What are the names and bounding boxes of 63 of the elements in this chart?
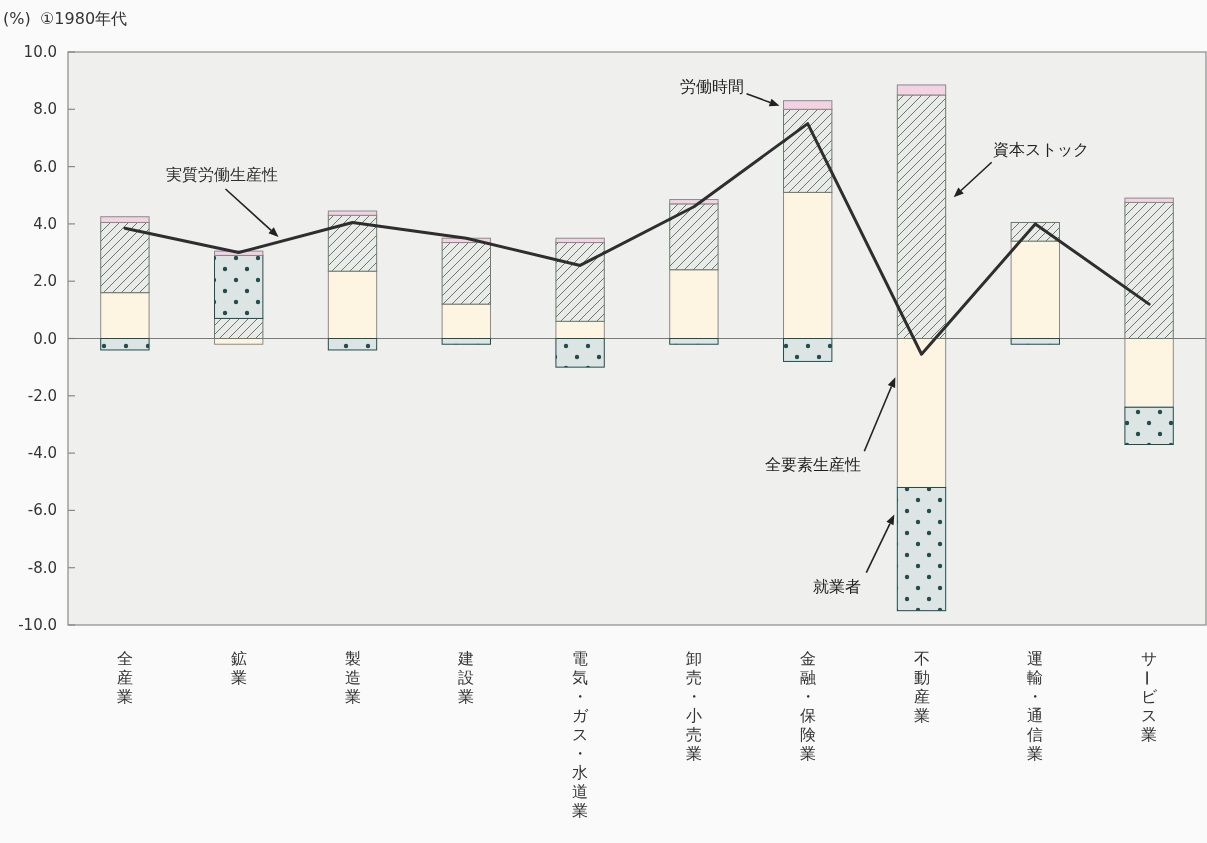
bar bbox=[214, 254, 264, 319]
bar bbox=[555, 338, 605, 368]
y-tick-label: -10.0 bbox=[18, 616, 57, 634]
text: 全要素生産性 bbox=[765, 454, 862, 474]
y-tick-label: -8.0 bbox=[27, 558, 57, 577]
x-tick-label: 建設業 bbox=[457, 649, 475, 707]
y-tick-label: 2.0 bbox=[33, 272, 57, 291]
bar bbox=[783, 191, 833, 339]
bar bbox=[555, 237, 605, 244]
x-tick-label: 鉱業 bbox=[230, 649, 247, 688]
bar bbox=[669, 338, 719, 345]
y-tick-label: -2.0 bbox=[27, 386, 57, 405]
bar bbox=[327, 214, 378, 272]
bar bbox=[100, 292, 150, 339]
bar bbox=[441, 242, 491, 305]
bar bbox=[1010, 240, 1060, 339]
x-tick-label: 卸売・小売業 bbox=[685, 649, 702, 764]
y-tick-label: 10.0 bbox=[23, 43, 57, 61]
x-tick-label: 運輸・通信業 bbox=[1027, 649, 1044, 764]
x-tick-label: 製造業 bbox=[344, 649, 361, 707]
y-axis-title: (%) bbox=[3, 9, 31, 28]
bar bbox=[896, 338, 947, 488]
bar bbox=[1010, 338, 1060, 345]
x-tick-label: 全産業 bbox=[116, 649, 133, 707]
x-tick-label: 不動産業 bbox=[913, 649, 930, 726]
bar bbox=[100, 216, 150, 223]
bar bbox=[555, 242, 605, 322]
bar bbox=[327, 270, 378, 339]
bar bbox=[669, 269, 719, 339]
line-series bbox=[123, 122, 1151, 356]
y-tick-label: 0.0 bbox=[33, 329, 57, 348]
category-label: 電気・ガス・水道業 bbox=[572, 649, 589, 821]
bar bbox=[214, 317, 264, 339]
y-tick-label: 6.0 bbox=[33, 157, 57, 176]
bar bbox=[327, 338, 378, 351]
bar bbox=[100, 221, 150, 294]
y-tick-label: 4.0 bbox=[33, 214, 57, 233]
x-tick-label: サービス業 bbox=[1137, 649, 1159, 745]
bar bbox=[441, 338, 491, 345]
y-tick-label: -4.0 bbox=[27, 444, 57, 463]
text: 実質労働生産性 bbox=[165, 164, 278, 184]
bar bbox=[783, 100, 833, 110]
bar bbox=[214, 338, 264, 345]
bar bbox=[1124, 201, 1174, 339]
bar bbox=[441, 303, 491, 339]
bar bbox=[327, 210, 378, 216]
text: 就業者 bbox=[813, 576, 862, 596]
bar bbox=[783, 108, 833, 193]
bar bbox=[100, 338, 150, 351]
bar bbox=[783, 338, 833, 362]
chart-title: ①1980年代 bbox=[40, 9, 128, 28]
x-tick-label: 金融・保険業 bbox=[799, 649, 816, 764]
text: 資本ストック bbox=[992, 139, 1089, 159]
bar bbox=[1124, 406, 1174, 446]
y-tick-label: -6.0 bbox=[27, 501, 57, 520]
bar bbox=[1124, 338, 1174, 408]
bar bbox=[669, 203, 719, 271]
text: 労働時間 bbox=[679, 76, 744, 96]
y-tick-label: 8.0 bbox=[33, 100, 57, 119]
bar bbox=[896, 486, 947, 612]
bar bbox=[896, 84, 947, 96]
bar bbox=[1124, 197, 1174, 203]
bar bbox=[896, 94, 947, 339]
